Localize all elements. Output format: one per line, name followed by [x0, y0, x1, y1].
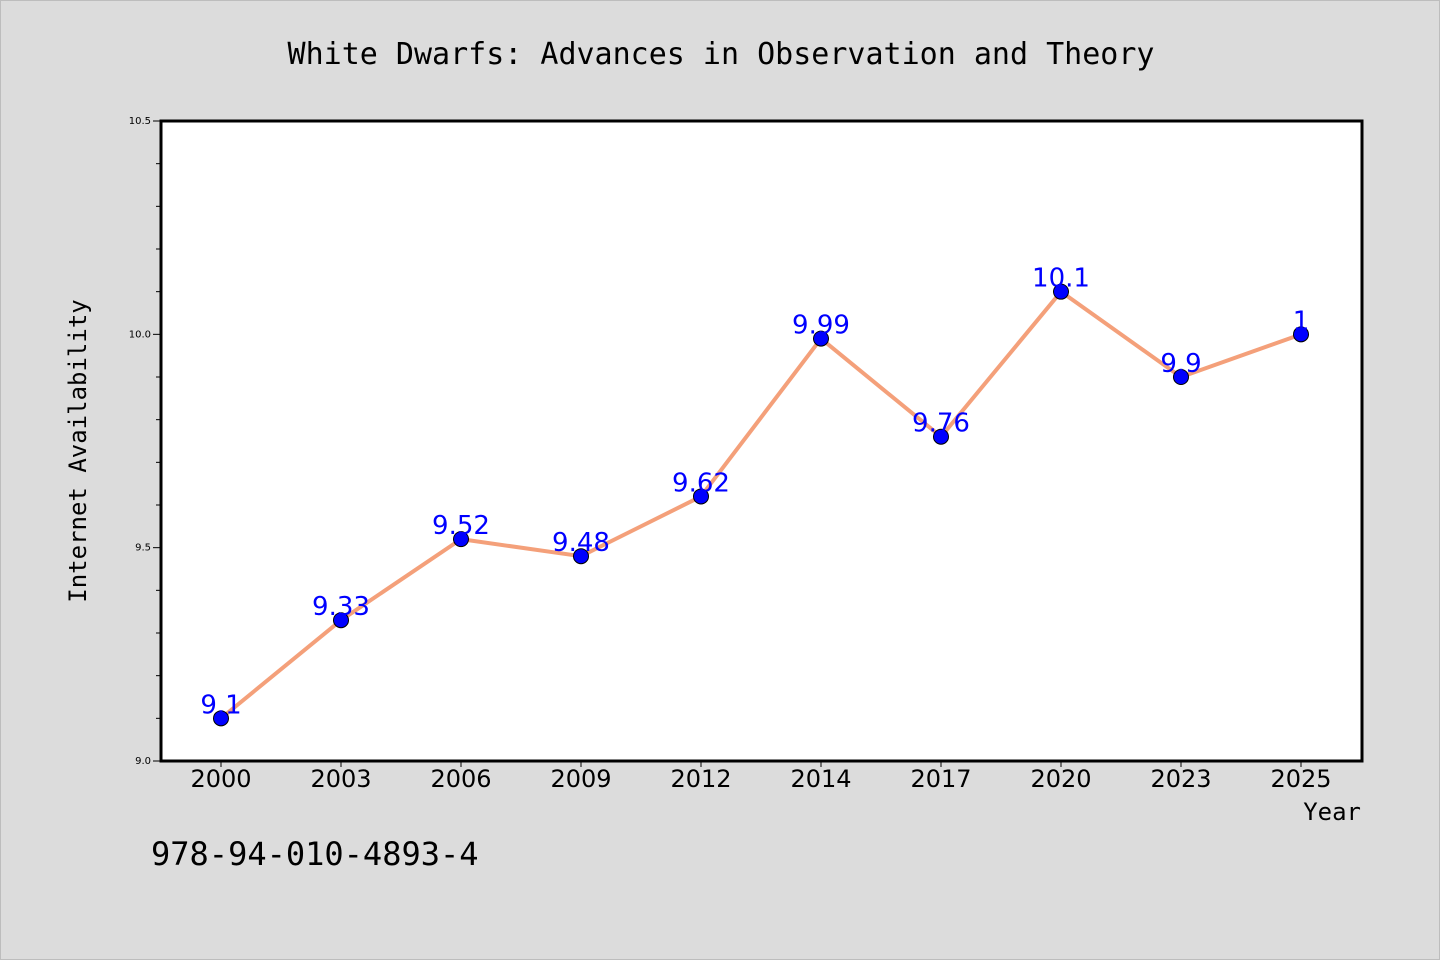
data-point [453, 531, 469, 548]
data-label: 9.33 [312, 592, 370, 622]
x-tick-label: 2014 [790, 765, 851, 793]
y-axis: 9.0 9.5 10.0 10.5 [129, 116, 161, 767]
data-label: 9.48 [552, 528, 610, 558]
y-tick-label: 10.5 [129, 116, 151, 127]
data-point [573, 548, 589, 565]
data-label: 9.99 [792, 311, 850, 341]
y-tick-label: 10.0 [129, 329, 151, 340]
y-axis-label: Internet Availability [64, 299, 92, 602]
data-point [1293, 326, 1309, 343]
x-tick-label: 2023 [1150, 765, 1211, 793]
data-point [333, 612, 349, 629]
chart-title: White Dwarfs: Advances in Observation an… [288, 37, 1155, 72]
data-label: 9.9 [1160, 349, 1201, 379]
plot-area [159, 119, 1364, 763]
data-label: 1 [1293, 306, 1310, 336]
x-tick-label: 2020 [1030, 765, 1091, 793]
data-label: 9.76 [912, 409, 970, 439]
data-point [1053, 283, 1069, 300]
x-tick-label: 2009 [550, 765, 611, 793]
x-tick-label: 2006 [430, 765, 491, 793]
x-axis: 2000 2003 2006 2009 2012 2014 2017 2020 2023 2025 [190, 761, 1332, 793]
x-tick-label: 2000 [190, 765, 251, 793]
y-tick-label: 9.0 [135, 756, 151, 767]
x-tick-label: 2003 [310, 765, 371, 793]
data-label: 9.52 [432, 511, 490, 541]
x-tick-label: 2017 [910, 765, 971, 793]
data-point [1173, 369, 1189, 385]
x-tick-label: 2025 [1270, 765, 1331, 793]
data-label: 10.1 [1032, 264, 1090, 294]
data-point [213, 710, 229, 727]
data-point [933, 428, 949, 445]
data-label: 9.1 [200, 690, 241, 720]
x-axis-label: Year [1303, 798, 1361, 826]
data-point [813, 330, 829, 347]
footer-code: 978-94-010-4893-4 [151, 835, 479, 873]
x-tick-label: 2012 [670, 765, 731, 793]
data-point [693, 488, 709, 505]
data-label: 9.62 [672, 468, 730, 498]
series-line [219, 289, 1303, 721]
y-tick-label: 9.5 [135, 543, 151, 554]
series-layer: 9.1 9.33 9.52 9.48 9.62 9.99 9.76 10.1 9.9 1 [200, 264, 1310, 727]
